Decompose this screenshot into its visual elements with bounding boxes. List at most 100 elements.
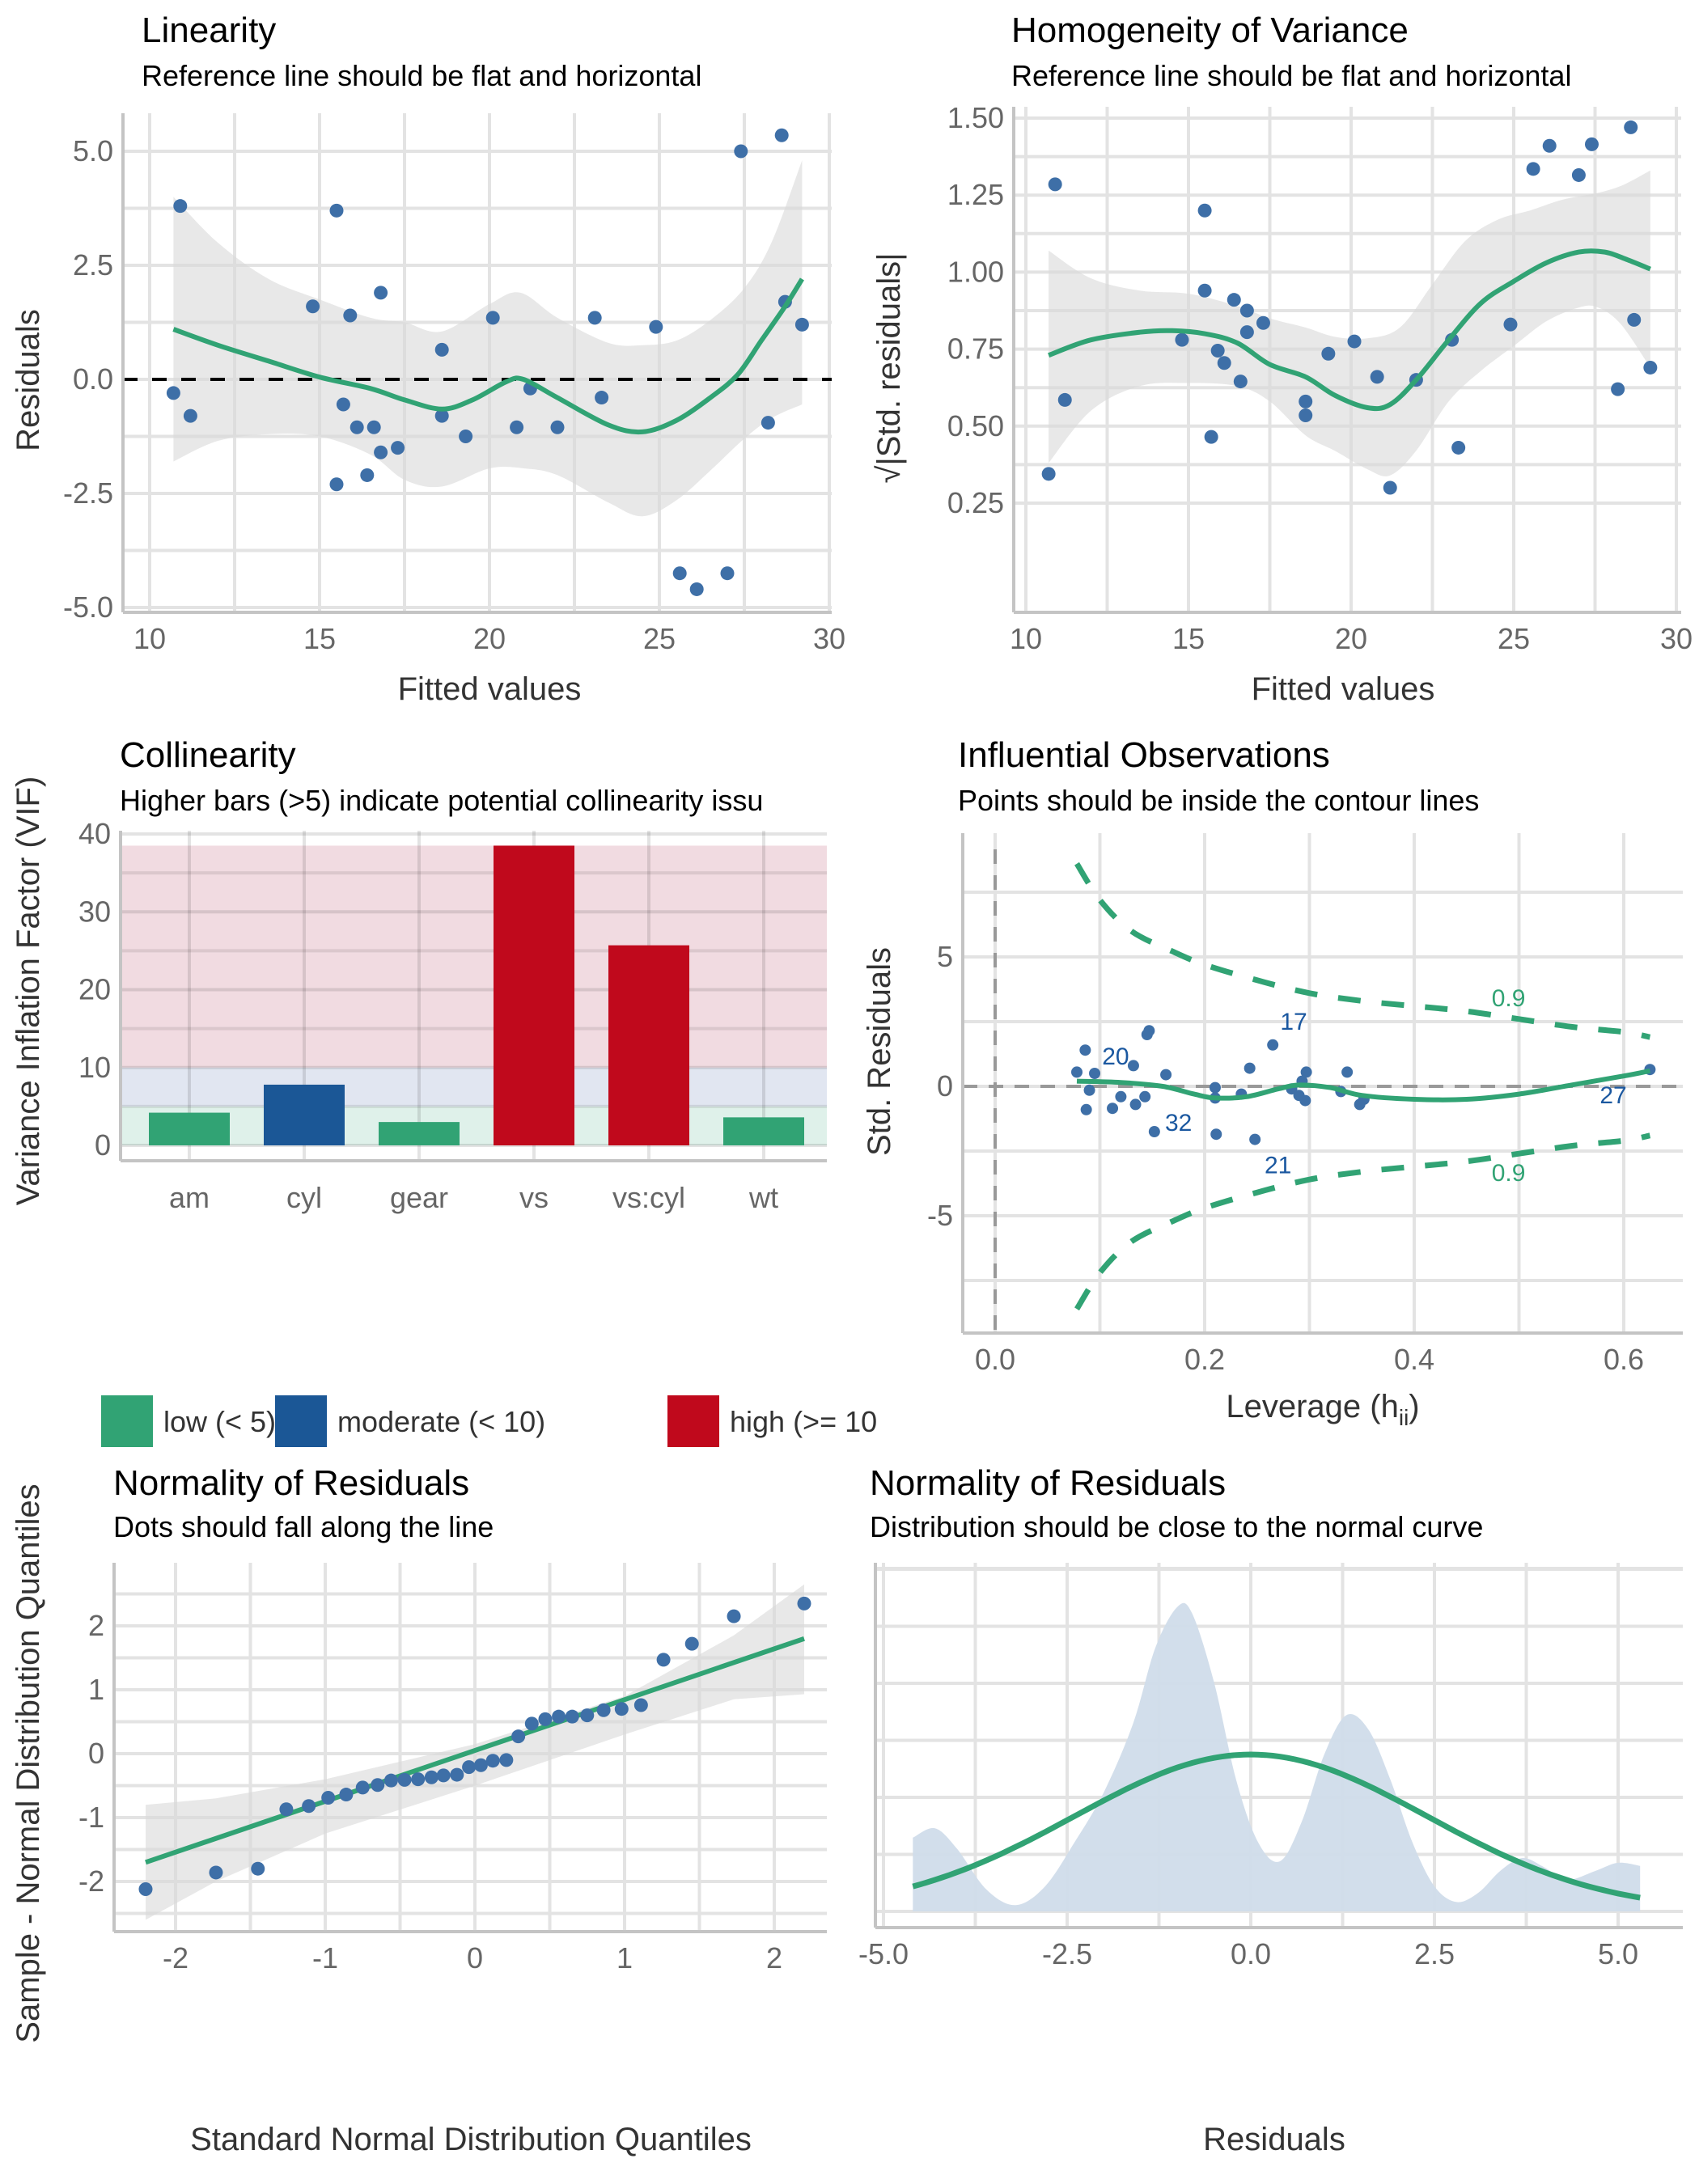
homogeneity-y-tick-label: 1.50: [947, 101, 1004, 134]
legend-label-high: high (>= 10: [730, 1405, 877, 1438]
collinearity-x-tick-label: am: [169, 1181, 210, 1214]
qq-data-point: [355, 1780, 370, 1795]
qq-data-point: [524, 1716, 539, 1731]
homogeneity-data-point: [1451, 440, 1466, 455]
qq-y-tick-label: 2: [88, 1609, 104, 1642]
linearity-confidence-band: [173, 160, 803, 517]
qq-data-point: [656, 1653, 671, 1667]
linearity-data-point: [391, 441, 405, 455]
legend-key-low: [101, 1395, 153, 1447]
density-subtitle: Distribution should be close to the norm…: [870, 1510, 1483, 1543]
influential-observation-label: 21: [1265, 1153, 1291, 1179]
homogeneity-title: Homogeneity of Variance: [1011, 11, 1409, 50]
qq-x-tick-label: 1: [616, 1941, 633, 1974]
density-x-tick-label: 2.5: [1414, 1937, 1455, 1970]
qq-data-point: [684, 1636, 699, 1651]
qq-data-point: [633, 1698, 648, 1712]
homogeneity-x-tick-label: 20: [1335, 622, 1367, 655]
qq-data-point: [552, 1709, 566, 1724]
qq-x-tick-label: 2: [766, 1941, 782, 1974]
linearity-data-point: [183, 408, 197, 423]
homogeneity-loess-line: [1048, 248, 1651, 412]
collinearity-y-tick-label: 10: [78, 1051, 111, 1084]
collinearity-bar-vs:cyl: [608, 945, 689, 1145]
linearity-title: Linearity: [142, 11, 276, 50]
homogeneity-x-axis-label: Fitted values: [1252, 671, 1435, 707]
linearity-y-tick-label: 5.0: [73, 134, 113, 167]
linearity-x-tick-label: 30: [813, 622, 845, 655]
linearity-data-point: [649, 320, 663, 334]
influential-x-tick-label: 0.2: [1184, 1343, 1225, 1376]
influential-x-tick-label: 0.4: [1394, 1343, 1434, 1376]
linearity-y-tick-label: -5.0: [63, 590, 113, 624]
linearity-data-point: [672, 566, 687, 581]
qq-data-point: [797, 1596, 811, 1610]
influential-observation-label: 32: [1165, 1110, 1192, 1136]
linearity-data-point: [329, 477, 344, 492]
influential-data-point: [1071, 1066, 1083, 1078]
influential-observation-label: 17: [1280, 1009, 1307, 1035]
linearity-data-point: [306, 299, 320, 314]
collinearity-zone-low: [121, 1106, 827, 1145]
qq-panel: Normality of Residuals Dots should fall …: [11, 1463, 827, 2157]
linearity-data-point: [774, 128, 789, 142]
influential-data-point: [1244, 1062, 1256, 1074]
influential-cook-contour-lower: [1074, 1132, 1651, 1311]
homogeneity-y-tick-label: 0.25: [947, 486, 1004, 519]
linearity-data-point: [734, 144, 748, 159]
collinearity-zone-moderate: [121, 1067, 827, 1107]
linearity-data-point: [689, 582, 704, 596]
influential-data-point: [1341, 1066, 1354, 1078]
linearity-data-point: [366, 420, 381, 434]
homogeneity-confidence-band: [1049, 170, 1650, 476]
collinearity-plot-area: 0 10 20 30 40 am cyl gear vs vs:cyl wt: [78, 817, 827, 1214]
collinearity-bar-vs: [494, 845, 574, 1145]
influential-data-point: [1148, 1126, 1160, 1137]
linearity-data-point: [434, 342, 449, 357]
influential-data-point: [1209, 1081, 1221, 1094]
linearity-data-point: [336, 397, 350, 412]
homogeneity-data-point: [1175, 332, 1189, 347]
influential-contour-label: 0.9: [1492, 985, 1526, 1012]
homogeneity-data-point: [1048, 177, 1062, 192]
homogeneity-data-point: [1526, 162, 1540, 176]
influential-data-point: [1139, 1090, 1151, 1103]
linearity-y-axis-label: Residuals: [11, 309, 46, 451]
qq-x-tick-label: 0: [467, 1941, 483, 1974]
influential-data-point: [1210, 1128, 1222, 1141]
homogeneity-data-point: [1210, 344, 1225, 358]
influential-data-point: [1160, 1069, 1172, 1081]
homogeneity-data-point: [1383, 480, 1397, 495]
homogeneity-subtitle: Reference line should be flat and horizo…: [1011, 59, 1571, 92]
influential-data-point: [1107, 1103, 1119, 1115]
linearity-subtitle: Reference line should be flat and horizo…: [142, 59, 701, 92]
linearity-data-point: [360, 468, 375, 482]
qq-data-point: [580, 1708, 595, 1723]
collinearity-subtitle: Higher bars (>5) indicate potential coll…: [120, 784, 763, 817]
homogeneity-data-point: [1299, 408, 1313, 422]
linearity-x-tick-label: 15: [303, 622, 336, 655]
influential-y-axis-label: Std. Residuals: [862, 947, 897, 1156]
qq-data-point: [209, 1865, 223, 1880]
influential-subtitle: Points should be inside the contour line…: [958, 784, 1479, 817]
influential-data-point: [1249, 1133, 1261, 1145]
qq-data-point: [424, 1770, 439, 1784]
collinearity-legend: low (< 5) moderate (< 10) high (>= 10: [101, 1395, 877, 1447]
influential-data-point: [1127, 1060, 1139, 1072]
homogeneity-data-point: [1542, 138, 1557, 153]
homogeneity-data-point: [1503, 317, 1518, 332]
homogeneity-panel: Homogeneity of Variance Reference line s…: [871, 11, 1693, 707]
homogeneity-data-point: [1227, 293, 1241, 307]
legend-key-moderate: [275, 1395, 327, 1447]
collinearity-y-tick-label: 20: [78, 973, 111, 1006]
homogeneity-y-tick-label: 1.25: [947, 178, 1004, 211]
qq-data-point: [462, 1760, 477, 1775]
collinearity-bar-gear: [379, 1122, 460, 1145]
linearity-x-tick-label: 25: [643, 622, 676, 655]
linearity-data-point: [166, 386, 180, 400]
influential-data-point: [1299, 1094, 1311, 1107]
density-residual-area: [913, 1602, 1641, 1911]
qq-data-point: [436, 1768, 451, 1783]
influential-data-point: [1143, 1025, 1155, 1037]
density-x-tick-label: 0.0: [1231, 1937, 1271, 1970]
